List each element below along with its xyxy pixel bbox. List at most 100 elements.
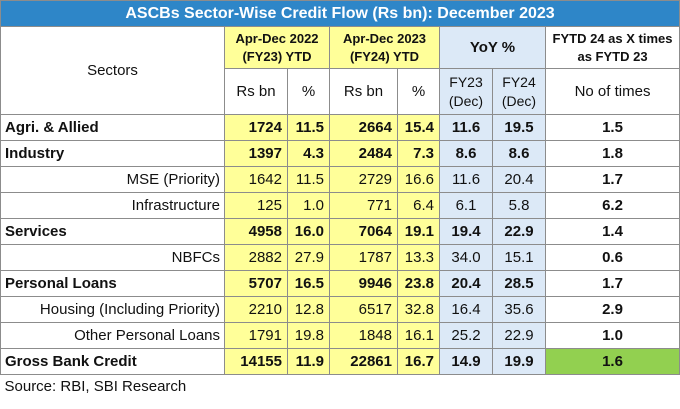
fy23-rsbn: 2210 — [224, 296, 288, 323]
times-value: 0.6 — [544, 244, 680, 271]
sector-name: Housing (Including Priority) — [0, 296, 225, 323]
table-row: Gross Bank Credit 14155 11.9 22861 16.7 … — [0, 348, 680, 375]
yoy-fy23-header-line1: FY23 — [449, 73, 483, 90]
yoy-fy24: 35.6 — [492, 296, 546, 323]
fy23-rsbn: 125 — [224, 192, 288, 219]
yoy-fy24: 8.6 — [492, 140, 546, 167]
fy23-rsbn: 5707 — [224, 270, 288, 297]
fy23-rsbn: 1791 — [224, 322, 288, 349]
yoy-fy23: 19.4 — [439, 218, 493, 245]
fy23-rsbn: 1724 — [224, 114, 288, 141]
times-header: FYTD 24 as X times as FYTD 23 — [544, 26, 680, 69]
times-header-line1: FYTD 24 as X times — [552, 30, 673, 46]
fy24-rsbn: 2484 — [329, 140, 398, 167]
sector-name: Infrastructure — [0, 192, 225, 219]
credit-flow-table: ASCBs Sector-Wise Credit Flow (Rs bn): D… — [0, 0, 680, 395]
table-row: NBFCs 2882 27.9 1787 13.3 34.0 15.1 0.6 — [0, 244, 680, 271]
yoy-fy23: 14.9 — [439, 348, 493, 375]
sector-name: Personal Loans — [0, 270, 225, 297]
yoy-fy23-header: FY23 (Dec) — [439, 68, 493, 115]
times-value: 1.7 — [544, 270, 680, 297]
rsbn-header-fy23: Rs bn — [224, 68, 288, 115]
pct-header-fy23: % — [287, 68, 330, 115]
fy23-pct: 12.8 — [287, 296, 330, 323]
no-of-times-header: No of times — [544, 68, 680, 115]
fy23-pct: 11.5 — [287, 166, 330, 193]
yoy-fy24: 28.5 — [492, 270, 546, 297]
yoy-fy24-header-line2: (Dec) — [501, 92, 537, 109]
sector-name: Industry — [0, 140, 225, 167]
fy23-ytd-header-line1: Apr-Dec 2022 — [235, 30, 319, 46]
fy24-ytd-header-line2: (FY24) YTD — [349, 48, 420, 64]
fy24-rsbn: 1787 — [329, 244, 398, 271]
times-value: 1.5 — [544, 114, 680, 141]
times-value-highlight: 1.6 — [544, 348, 680, 375]
sector-name: Other Personal Loans — [0, 322, 225, 349]
fy24-rsbn: 771 — [329, 192, 398, 219]
yoy-fy23: 20.4 — [439, 270, 493, 297]
fy23-ytd-header-line2: (FY23) YTD — [242, 48, 312, 64]
yoy-fy24: 15.1 — [492, 244, 546, 271]
sector-name: NBFCs — [0, 244, 225, 271]
sector-name: Services — [0, 218, 225, 245]
yoy-fy23: 11.6 — [439, 114, 493, 141]
yoy-fy24-header: FY24 (Dec) — [492, 68, 546, 115]
fy23-pct: 4.3 — [287, 140, 330, 167]
rsbn-header-fy24: Rs bn — [329, 68, 398, 115]
fy23-pct: 11.9 — [287, 348, 330, 375]
yoy-fy23: 8.6 — [439, 140, 493, 167]
table-row: Services 4958 16.0 7064 19.1 19.4 22.9 1… — [0, 218, 680, 245]
sector-name: MSE (Priority) — [0, 166, 225, 193]
fy24-pct: 16.6 — [397, 166, 440, 193]
table-row: Agri. & Allied 1724 11.5 2664 15.4 11.6 … — [0, 114, 680, 141]
fy24-rsbn: 1848 — [329, 322, 398, 349]
yoy-fy23-header-line2: (Dec) — [448, 92, 484, 109]
times-value: 6.2 — [544, 192, 680, 219]
times-value: 1.8 — [544, 140, 680, 167]
table-row: Personal Loans 5707 16.5 9946 23.8 20.4 … — [0, 270, 680, 297]
fy23-pct: 16.5 — [287, 270, 330, 297]
source-note: Source: RBI, SBI Research — [4, 377, 187, 395]
yoy-fy24-header-line1: FY24 — [502, 73, 536, 90]
yoy-header: YoY % — [439, 26, 546, 69]
yoy-fy24: 5.8 — [492, 192, 546, 219]
fy24-pct: 16.7 — [397, 348, 440, 375]
yoy-fy23: 11.6 — [439, 166, 493, 193]
fy24-pct: 13.3 — [397, 244, 440, 271]
sector-name: Agri. & Allied — [0, 114, 225, 141]
fy24-rsbn: 6517 — [329, 296, 398, 323]
fy23-ytd-header: Apr-Dec 2022 (FY23) YTD — [224, 26, 330, 69]
fy24-rsbn: 2729 — [329, 166, 398, 193]
fy24-pct: 32.8 — [397, 296, 440, 323]
fy24-pct: 7.3 — [397, 140, 440, 167]
fy24-pct: 16.1 — [397, 322, 440, 349]
yoy-fy23: 6.1 — [439, 192, 493, 219]
times-value: 1.7 — [544, 166, 680, 193]
fy23-pct: 1.0 — [287, 192, 330, 219]
sector-name: Gross Bank Credit — [0, 348, 225, 375]
fy23-pct: 16.0 — [287, 218, 330, 245]
pct-header-fy24: % — [397, 68, 440, 115]
table-row: Infrastructure 125 1.0 771 6.4 6.1 5.8 6… — [0, 192, 680, 219]
fy24-ytd-header: Apr-Dec 2023 (FY24) YTD — [329, 26, 440, 69]
fy24-rsbn: 9946 — [329, 270, 398, 297]
fy24-rsbn: 22861 — [329, 348, 398, 375]
yoy-fy24: 19.5 — [492, 114, 546, 141]
yoy-fy24: 19.9 — [492, 348, 546, 375]
table-row: Housing (Including Priority) 2210 12.8 6… — [0, 296, 680, 323]
fy23-rsbn: 2882 — [224, 244, 288, 271]
fy24-pct: 19.1 — [397, 218, 440, 245]
sectors-header: Sectors — [0, 26, 225, 115]
fy23-rsbn: 1642 — [224, 166, 288, 193]
table-row: Industry 1397 4.3 2484 7.3 8.6 8.6 1.8 — [0, 140, 680, 167]
yoy-fy24: 20.4 — [492, 166, 546, 193]
fy24-pct: 15.4 — [397, 114, 440, 141]
fy23-rsbn: 1397 — [224, 140, 288, 167]
table-title: ASCBs Sector-Wise Credit Flow (Rs bn): D… — [0, 0, 680, 27]
yoy-fy23: 25.2 — [439, 322, 493, 349]
fy23-rsbn: 14155 — [224, 348, 288, 375]
table-row: Other Personal Loans 1791 19.8 1848 16.1… — [0, 322, 680, 349]
fy24-pct: 6.4 — [397, 192, 440, 219]
fy23-pct: 19.8 — [287, 322, 330, 349]
table-row: MSE (Priority) 1642 11.5 2729 16.6 11.6 … — [0, 166, 680, 193]
